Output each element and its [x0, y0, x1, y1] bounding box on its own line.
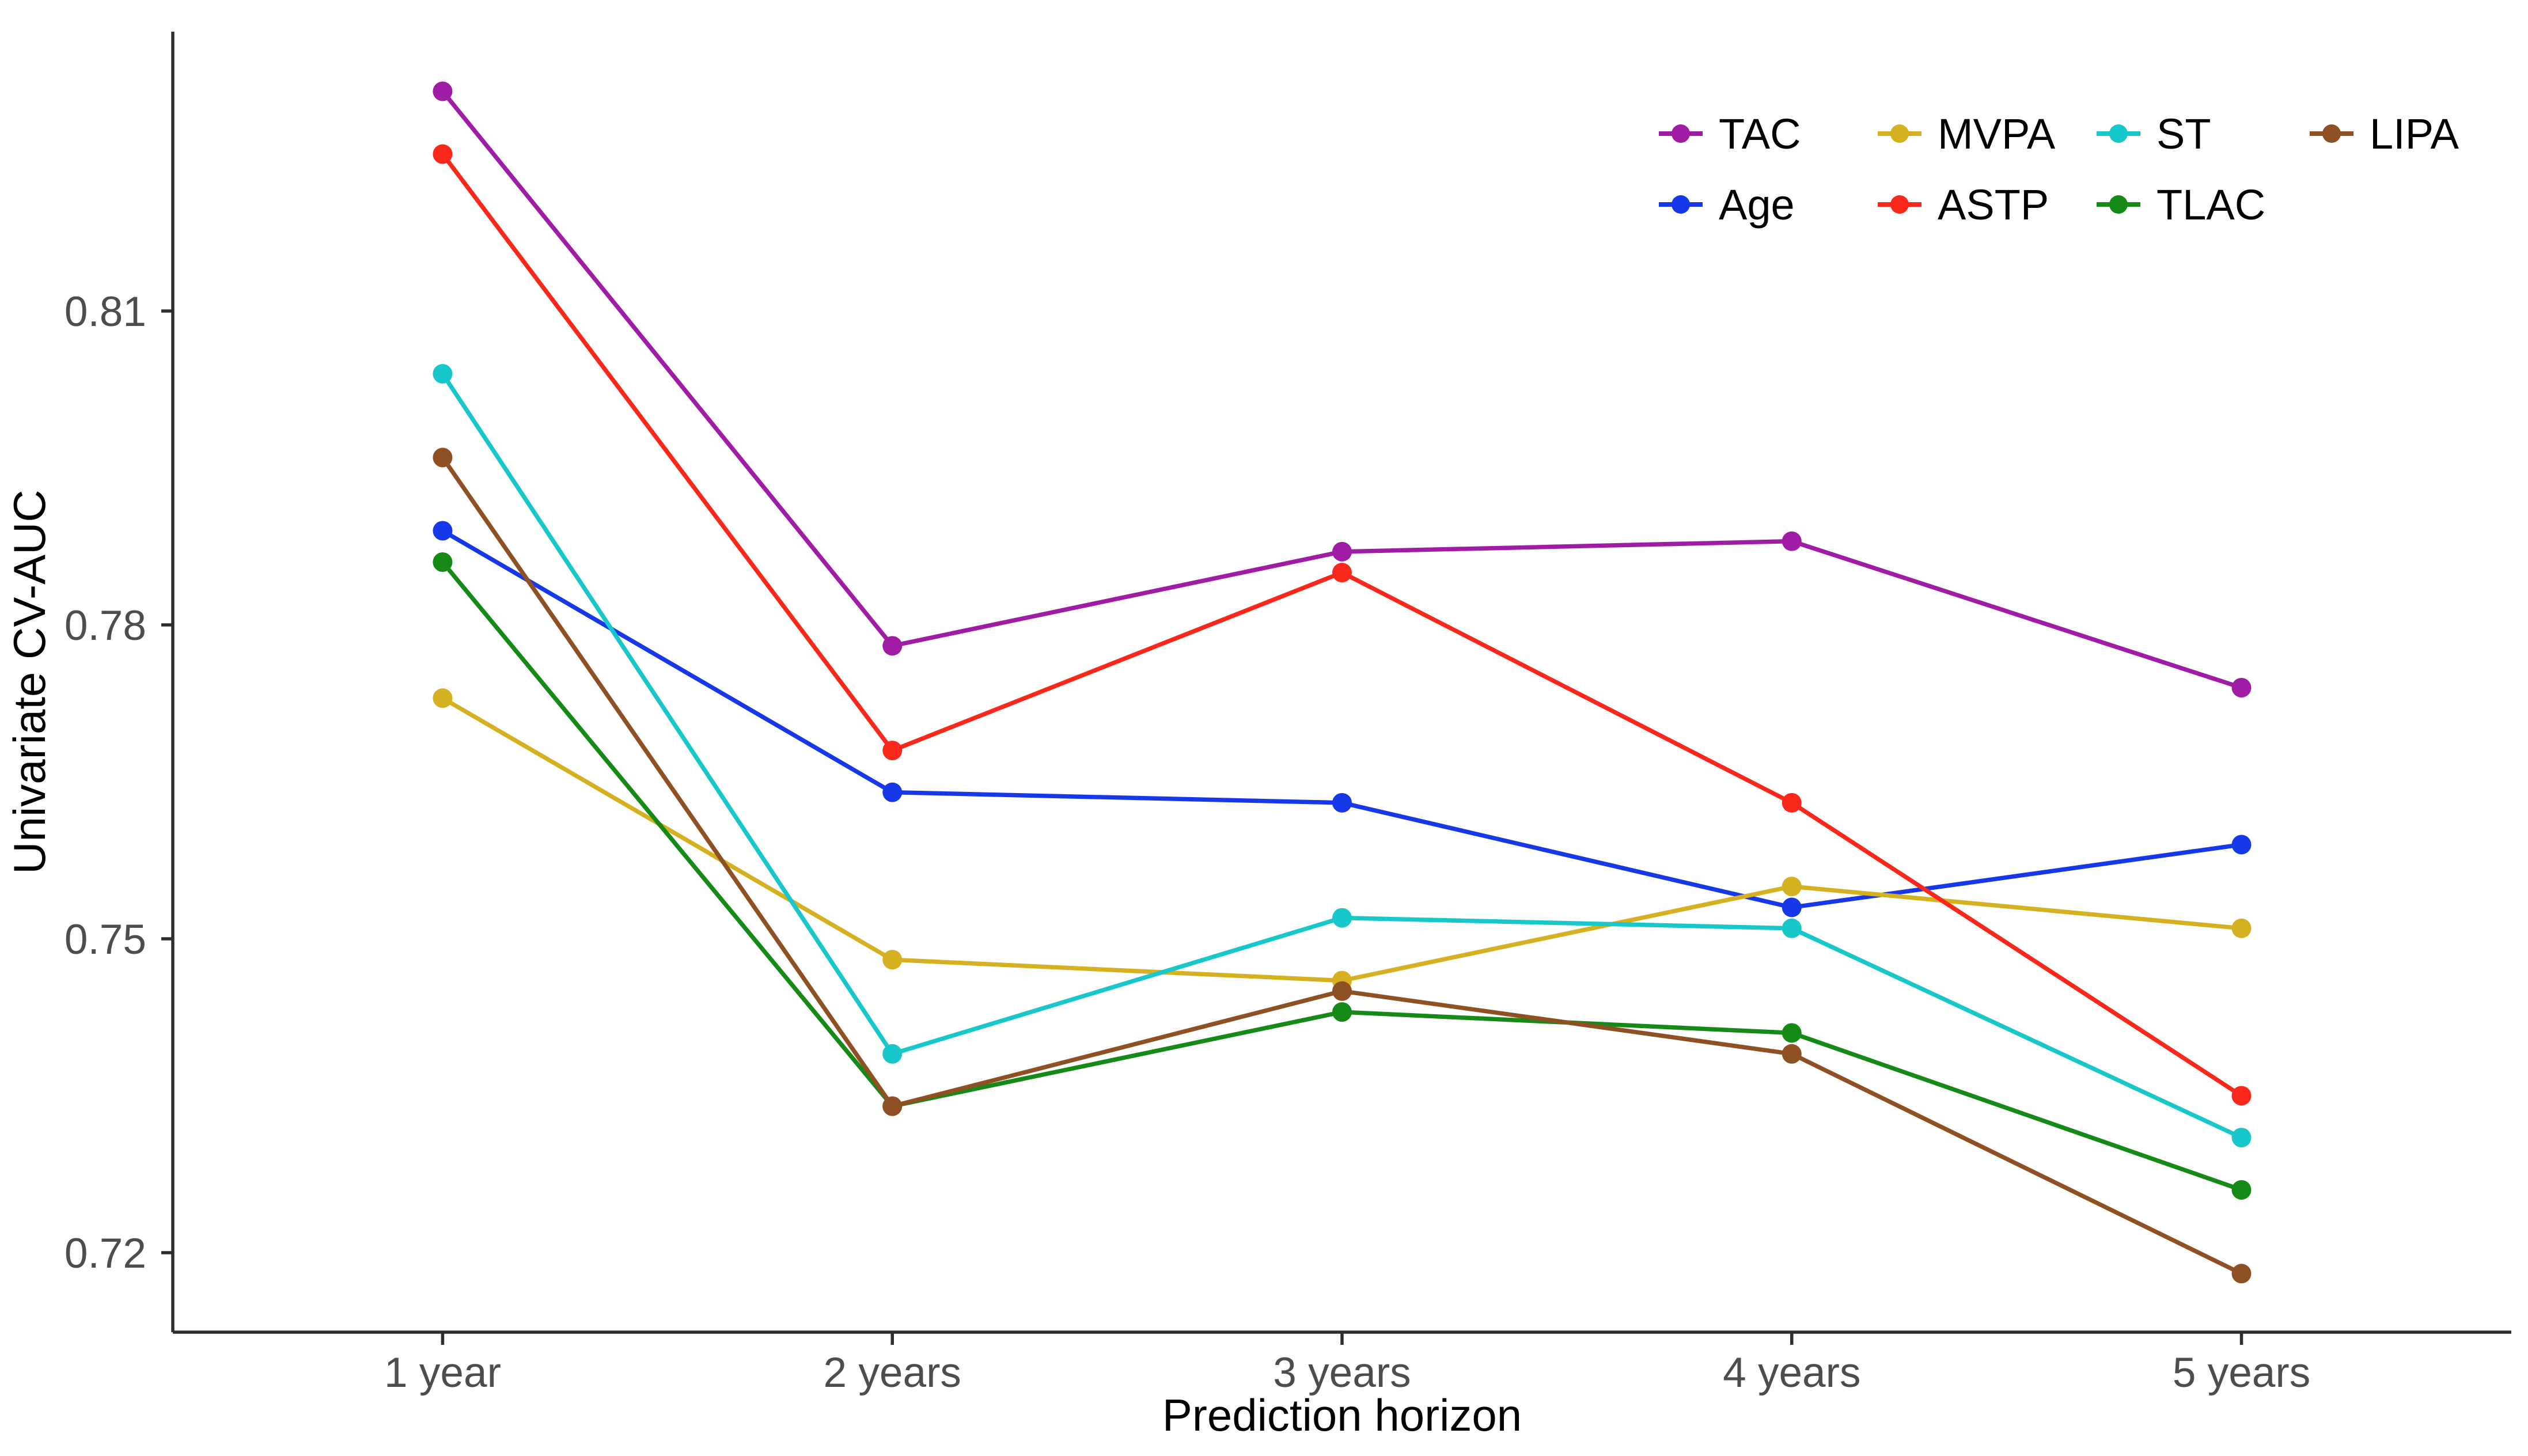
legend-label-LIPA: LIPA: [2370, 110, 2459, 158]
data-point-MVPA-1: [433, 688, 453, 708]
data-point-LIPA-1: [433, 448, 453, 468]
data-point-MVPA-5: [2231, 918, 2252, 938]
data-point-TLAC-1: [433, 552, 453, 572]
data-point-Age-3: [1332, 793, 1352, 813]
x-tick-label: 2 years: [824, 1349, 961, 1396]
x-axis-title: Prediction horizon: [1162, 1390, 1522, 1440]
data-point-MVPA-2: [882, 950, 903, 970]
data-point-ST-4: [1782, 918, 1802, 938]
data-point-TLAC-5: [2231, 1180, 2252, 1200]
y-tick-label: 0.72: [65, 1230, 146, 1277]
y-tick-label: 0.75: [65, 916, 146, 963]
legend-key-dot-TLAC: [2109, 195, 2128, 214]
data-point-TLAC-4: [1782, 1023, 1802, 1043]
series-line-TLAC: [440, 560, 2244, 1192]
legend-label-TLAC: TLAC: [2156, 181, 2265, 229]
legend-key-dot-ST: [2109, 124, 2128, 143]
data-point-TLAC-3: [1332, 1002, 1352, 1022]
data-point-TAC-1: [433, 81, 453, 101]
data-point-LIPA-3: [1332, 981, 1352, 1001]
x-tick-label: 5 years: [2173, 1349, 2310, 1396]
data-point-ASTP-2: [882, 740, 903, 760]
legend-label-Age: Age: [1719, 181, 1795, 229]
x-tick-label: 4 years: [1723, 1349, 1860, 1396]
series-line-MVPA: [440, 696, 2244, 983]
data-point-LIPA-2: [882, 1096, 903, 1116]
y-tick-label: 0.78: [65, 602, 146, 649]
x-tick-label: 1 year: [384, 1349, 501, 1396]
legend-key-dot-TAC: [1672, 124, 1690, 143]
data-point-ST-1: [433, 364, 453, 384]
series-line-Age: [440, 528, 2244, 910]
data-point-ASTP-3: [1332, 563, 1352, 583]
data-point-MVPA-4: [1782, 877, 1802, 897]
data-point-ST-3: [1332, 908, 1352, 928]
legend-key-dot-Age: [1672, 195, 1690, 214]
legend-key-dot-ASTP: [1890, 195, 1909, 214]
data-point-LIPA-4: [1782, 1044, 1802, 1064]
legend-label-ASTP: ASTP: [1938, 181, 2049, 229]
data-point-Age-4: [1782, 897, 1802, 917]
data-point-ASTP-4: [1782, 793, 1802, 813]
x-tick-label: 3 years: [1273, 1349, 1411, 1396]
legend-key-dot-LIPA: [2322, 124, 2341, 143]
data-point-Age-5: [2231, 835, 2252, 855]
data-point-Age-2: [882, 782, 903, 802]
data-point-Age-1: [433, 521, 453, 541]
y-axis-title: Univariate CV-AUC: [4, 490, 55, 874]
data-point-LIPA-5: [2231, 1264, 2252, 1284]
series-line-ST: [440, 371, 2244, 1140]
data-point-TAC-2: [882, 636, 903, 656]
data-point-TAC-3: [1332, 541, 1352, 562]
data-point-TAC-4: [1782, 531, 1802, 551]
data-point-ST-5: [2231, 1128, 2252, 1148]
data-point-ST-2: [882, 1044, 903, 1064]
series-line-ASTP: [440, 151, 2244, 1098]
legend-label-MVPA: MVPA: [1938, 110, 2056, 158]
data-point-TAC-5: [2231, 677, 2252, 697]
y-tick-label: 0.81: [65, 289, 146, 335]
legend-key-dot-MVPA: [1890, 124, 1909, 143]
legend-label-ST: ST: [2156, 110, 2211, 158]
data-point-ASTP-1: [433, 144, 453, 164]
data-point-ASTP-5: [2231, 1086, 2252, 1106]
legend-label-TAC: TAC: [1719, 110, 1801, 158]
